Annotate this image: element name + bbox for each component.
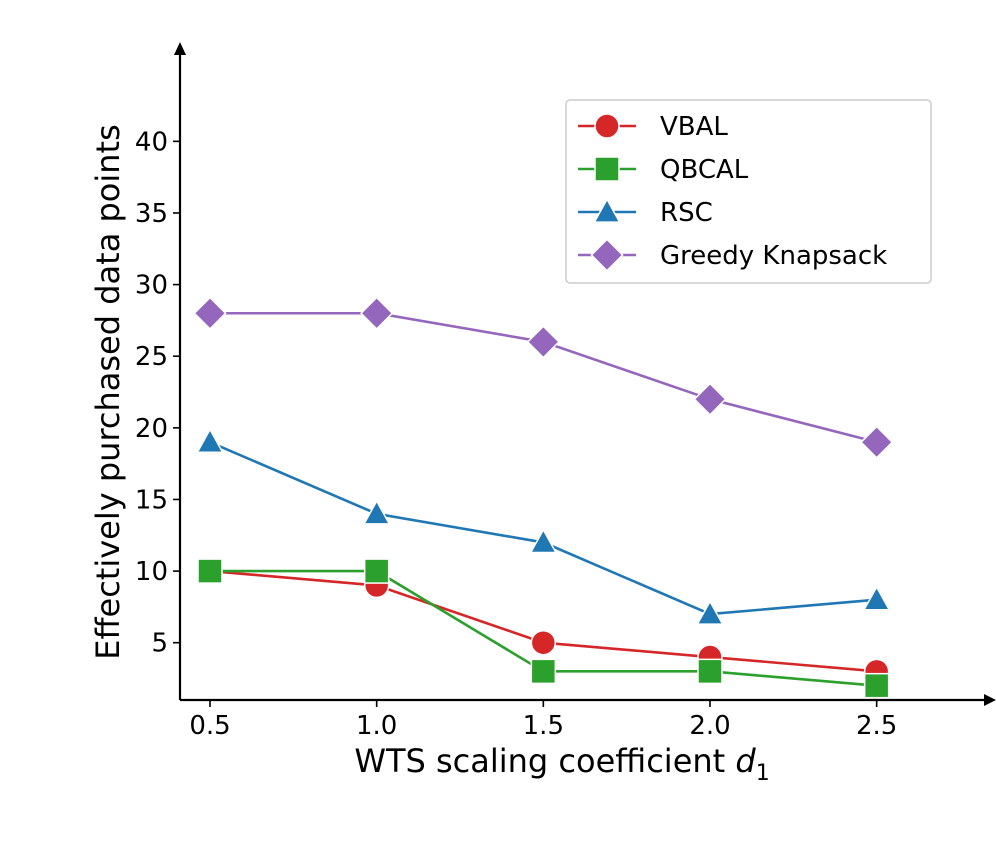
data-point-circle [594,113,620,139]
series-line [209,440,877,616]
data-point-diamond [590,238,624,272]
legend-label: Greedy Knapsack [660,241,887,271]
y-tick-label: 20 [135,414,168,444]
data-point-diamond [526,325,560,359]
data-point-triangle [593,197,621,223]
y-tick-label: 25 [135,342,168,372]
legend-entry: RSC [578,197,713,228]
legend-label: VBAL [660,112,728,142]
y-tick-label: 30 [135,271,168,301]
legend-label: QBCAL [660,155,749,185]
x-tick-label: 2.5 [856,711,897,741]
x-tick-label: 1.0 [356,711,397,741]
data-point-diamond [860,425,894,459]
series-qbcal [197,558,890,699]
legend: VBAL QBCAL RSC Greedy Knapsack [565,99,932,284]
x-axis-title: WTS scaling coefficient d1 [354,742,769,786]
data-point-square [197,558,223,584]
data-point-square [594,156,620,182]
data-point-circle [530,629,557,656]
x-tick-label: 1.5 [523,711,564,741]
legend-label: RSC [660,198,713,228]
data-point-diamond [193,296,227,330]
series-group [193,296,894,699]
y-axis-arrow [174,42,186,55]
y-axis-title: Effectively purchased data points [89,124,127,660]
data-point-square [363,558,390,584]
y-tick-label: 15 [135,485,168,515]
x-axis-title-text: WTS scaling coefficient [354,742,725,780]
data-point-triangle [696,599,724,625]
series-line [209,569,877,673]
x-tick-label: 2.0 [689,711,730,741]
y-tick-label: 35 [135,199,168,229]
legend-entry: VBAL [578,112,728,142]
x-axis-title-symbol: d [735,742,756,780]
data-point-square [697,658,723,685]
y-tick-label: 10 [135,557,168,587]
data-point-diamond [693,382,727,416]
x-axis-title-subscript: 1 [756,761,770,786]
y-tick-label: 5 [151,629,168,659]
data-point-triangle [862,585,891,611]
axes [174,42,996,706]
data-point-triangle [529,528,558,554]
series-greedy-knapsack [193,296,894,459]
data-point-triangle [362,499,391,525]
x-axis-arrow [984,694,996,706]
data-point-diamond [360,296,394,330]
y-tick-label: 40 [135,127,168,157]
series-rsc [196,428,891,625]
x-axis-ticks: 0.5 1.0 1.5 2.0 2.5 [189,700,897,741]
legend-entry: Greedy Knapsack [578,238,887,272]
x-tick-label: 0.5 [189,711,230,741]
y-axis-ticks: 5 10 15 20 25 30 35 40 [135,127,180,659]
legend-frame [565,99,932,284]
data-point-square [530,658,557,685]
legend-entry: QBCAL [578,155,749,185]
data-point-triangle [196,428,224,453]
data-point-square [863,672,890,699]
